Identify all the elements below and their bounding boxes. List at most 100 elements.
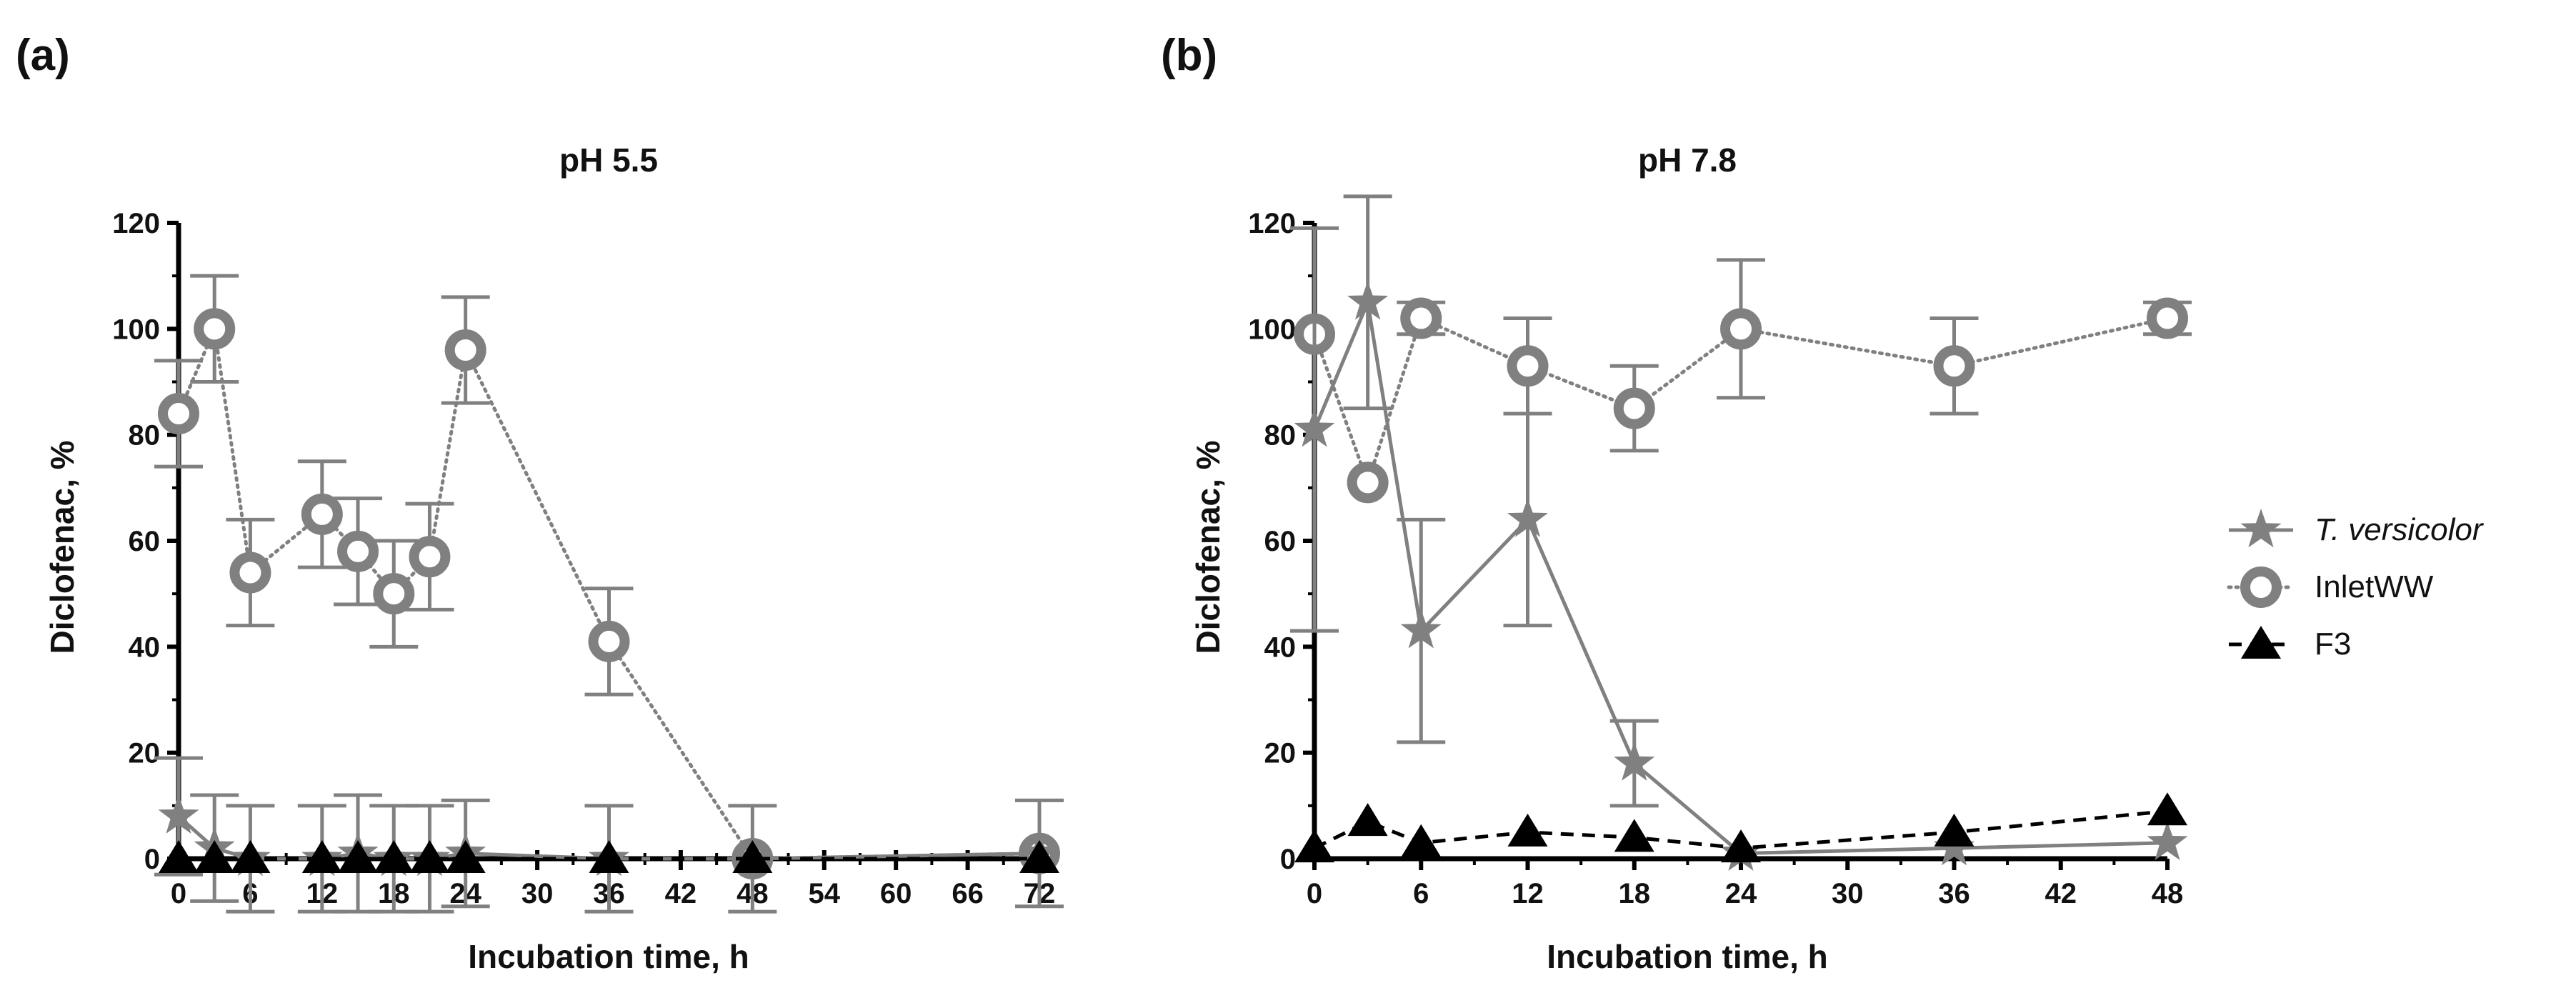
panel-a-point-t-versicolor [158, 794, 199, 834]
panel-b-point-t-versicolor [1507, 498, 1548, 537]
panel-a-point-f3 [374, 840, 414, 873]
legend-item-f3: F3 [2229, 626, 2351, 662]
panel-a-plot-area [154, 274, 1064, 914]
panel-a-point-inletww [158, 393, 199, 434]
panel-a-y-tick-label: 0 [144, 844, 160, 875]
panel-b-x-tick-label: 0 [1307, 878, 1322, 909]
panel-a-series-inletww [154, 274, 1060, 879]
legend-marker-f3 [2241, 626, 2281, 659]
legend-label-inletww: InletWW [2315, 569, 2434, 604]
panel-b-point-t-versicolor [1294, 408, 1335, 447]
panel-a-y-tick-label: 20 [129, 738, 161, 769]
panel-b-point-t-versicolor [1347, 281, 1389, 320]
panel-a-series-f3 [159, 840, 1059, 873]
panel-a-point-inletww [229, 552, 271, 594]
panel-b-y-tick-label: 20 [1264, 738, 1297, 769]
panel-a-series-t-versicolor [154, 756, 1064, 914]
panel-a-point-inletww [337, 530, 379, 572]
panel-a-title: pH 5.5 [559, 141, 658, 179]
legend-swatch-f3 [2229, 626, 2293, 659]
panel-a-y-axis-label: Diclofenac, % [44, 440, 81, 654]
panel-a-y-tick-label: 100 [112, 314, 160, 345]
panel-b-chart: (b) pH 7.8 Incubation time, h Diclofenac… [1161, 31, 2192, 975]
panel-b-line-inletww [1312, 316, 2170, 489]
panel-b-y-tick-label: 100 [1248, 314, 1296, 345]
panel-b-point-inletww [1720, 308, 1762, 350]
panel-b-point-f3 [2147, 792, 2187, 826]
panel-b-x-axis-label: Incubation time, h [1547, 938, 1828, 975]
panel-a-point-inletww [409, 536, 451, 578]
legend-label-t-versicolor: T. versicolor [2315, 512, 2485, 547]
panel-a-x-tick-label: 66 [952, 878, 984, 909]
panel-b-point-inletww [1347, 461, 1389, 504]
panel-a-point-inletww [588, 620, 630, 662]
panel-a-point-f3 [338, 840, 379, 873]
panel-a-point-f3 [589, 840, 629, 873]
panel-b-x-tick-label: 42 [2045, 878, 2077, 909]
panel-b-point-f3 [1721, 829, 1761, 863]
panel-b-y-axis-label: Diclofenac, % [1189, 440, 1227, 654]
panel-b-point-t-versicolor [1614, 742, 1655, 781]
panel-b-point-t-versicolor [1400, 609, 1442, 649]
panel-b-title: pH 7.8 [1638, 141, 1737, 179]
panel-b-x-tick-label: 24 [1725, 878, 1757, 909]
legend: T. versicolor InletWW F3 [2227, 509, 2485, 662]
legend-swatch-t-versicolor [2229, 509, 2293, 548]
panel-a-x-axis-label: Incubation time, h [468, 938, 749, 975]
panel-a-point-f3 [1019, 840, 1059, 873]
panel-a-point-f3 [732, 840, 773, 873]
panel-a-point-f3 [409, 840, 450, 873]
panel-a-point-inletww [373, 573, 415, 615]
panel-b-point-inletww [1507, 345, 1549, 387]
panel-b-series-inletww [1294, 258, 2192, 504]
panel-b-series-t-versicolor [1290, 194, 2188, 871]
panel-a-y-tick-label: 60 [129, 526, 161, 557]
panel-a-x-tick-label: 54 [809, 878, 841, 909]
panel-b-x-tick-label: 48 [2152, 878, 2184, 909]
panel-b-point-inletww [2147, 297, 2188, 339]
panel-b-line-t-versicolor [1312, 296, 2168, 856]
panel-b-x-tick-label: 18 [1619, 878, 1651, 909]
panel-b-point-f3 [1507, 813, 1548, 847]
legend-item-inletww: InletWW [2227, 567, 2434, 608]
panel-b-point-t-versicolor [2147, 821, 2188, 860]
panel-a-point-inletww [301, 493, 343, 535]
panel-a-y-tick-label: 120 [112, 208, 160, 239]
panel-b-y-tick-label: 0 [1280, 844, 1296, 875]
panel-b-point-f3 [1347, 803, 1388, 837]
legend-swatch-inletww [2227, 567, 2295, 608]
panel-b-point-inletww [1933, 345, 1975, 387]
panel-b-point-f3 [1401, 824, 1442, 857]
panel-a-point-f3 [230, 840, 271, 873]
panel-b-point-f3 [1294, 829, 1334, 863]
panel-a-y-tick-label: 80 [129, 420, 161, 451]
panel-b-y-tick-label: 60 [1264, 526, 1297, 557]
panel-a-y-tick-label: 40 [129, 632, 161, 663]
panel-b-point-f3 [1614, 819, 1654, 852]
panel-a-point-inletww [444, 329, 486, 371]
panel-a-x-tick-label: 30 [521, 878, 554, 909]
legend-marker-inletww [2240, 567, 2282, 608]
panel-a-point-f3 [445, 840, 486, 873]
legend-item-t-versicolor: T. versicolor [2229, 509, 2485, 548]
panel-b-x-tick-label: 6 [1413, 878, 1429, 909]
panel-a-point-inletww [194, 308, 236, 350]
panel-b-label: (b) [1161, 31, 1217, 80]
legend-marker-t-versicolor [2240, 509, 2282, 548]
panel-b-point-f3 [1934, 813, 1975, 847]
panel-a-label: (a) [16, 31, 70, 80]
panel-b-x-tick-label: 30 [1832, 878, 1864, 909]
panel-a-x-tick-label: 42 [665, 878, 697, 909]
panel-a-x-tick-label: 0 [171, 878, 186, 909]
panel-a-point-f3 [194, 840, 235, 873]
panel-b-y-tick-label: 40 [1264, 632, 1297, 663]
panel-b-axes: 0 20 40 60 80 100 120 0 6 12 18 24 30 36 42 48 [1248, 208, 2183, 909]
panel-b-series-f3 [1294, 792, 2187, 863]
panel-b-x-tick-label: 12 [1512, 878, 1544, 909]
panel-a-point-f3 [159, 840, 199, 873]
legend-label-f3: F3 [2315, 627, 2351, 662]
panel-b-plot-area [1290, 194, 2192, 871]
panel-a-chart: (a) pH 5.5 Incubation time, h Diclofenac… [16, 31, 1064, 975]
panel-b-point-inletww [1400, 297, 1442, 339]
